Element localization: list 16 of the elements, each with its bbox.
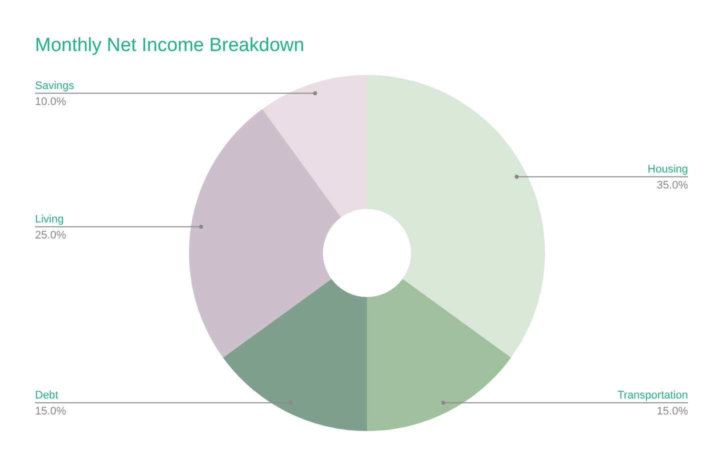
donut-slice bbox=[222, 278, 367, 431]
donut-slice bbox=[189, 108, 342, 358]
slice-label: Living bbox=[35, 214, 64, 226]
slice-label: Housing bbox=[648, 164, 688, 176]
chart-title: Monthly Net Income Breakdown bbox=[35, 35, 304, 57]
data-label: 25.0% bbox=[35, 230, 66, 242]
slice-label: Transportation bbox=[617, 390, 688, 402]
slice-label: Savings bbox=[35, 80, 75, 92]
data-label: 15.0% bbox=[656, 406, 688, 418]
donut-slice bbox=[367, 75, 545, 358]
slice-label: Debt bbox=[35, 390, 58, 402]
data-label: 35.0% bbox=[656, 180, 688, 192]
data-label: 10.0% bbox=[35, 96, 66, 108]
donut-slice bbox=[367, 278, 512, 431]
data-label: 15.0% bbox=[35, 406, 66, 418]
donut-slice bbox=[262, 75, 367, 218]
